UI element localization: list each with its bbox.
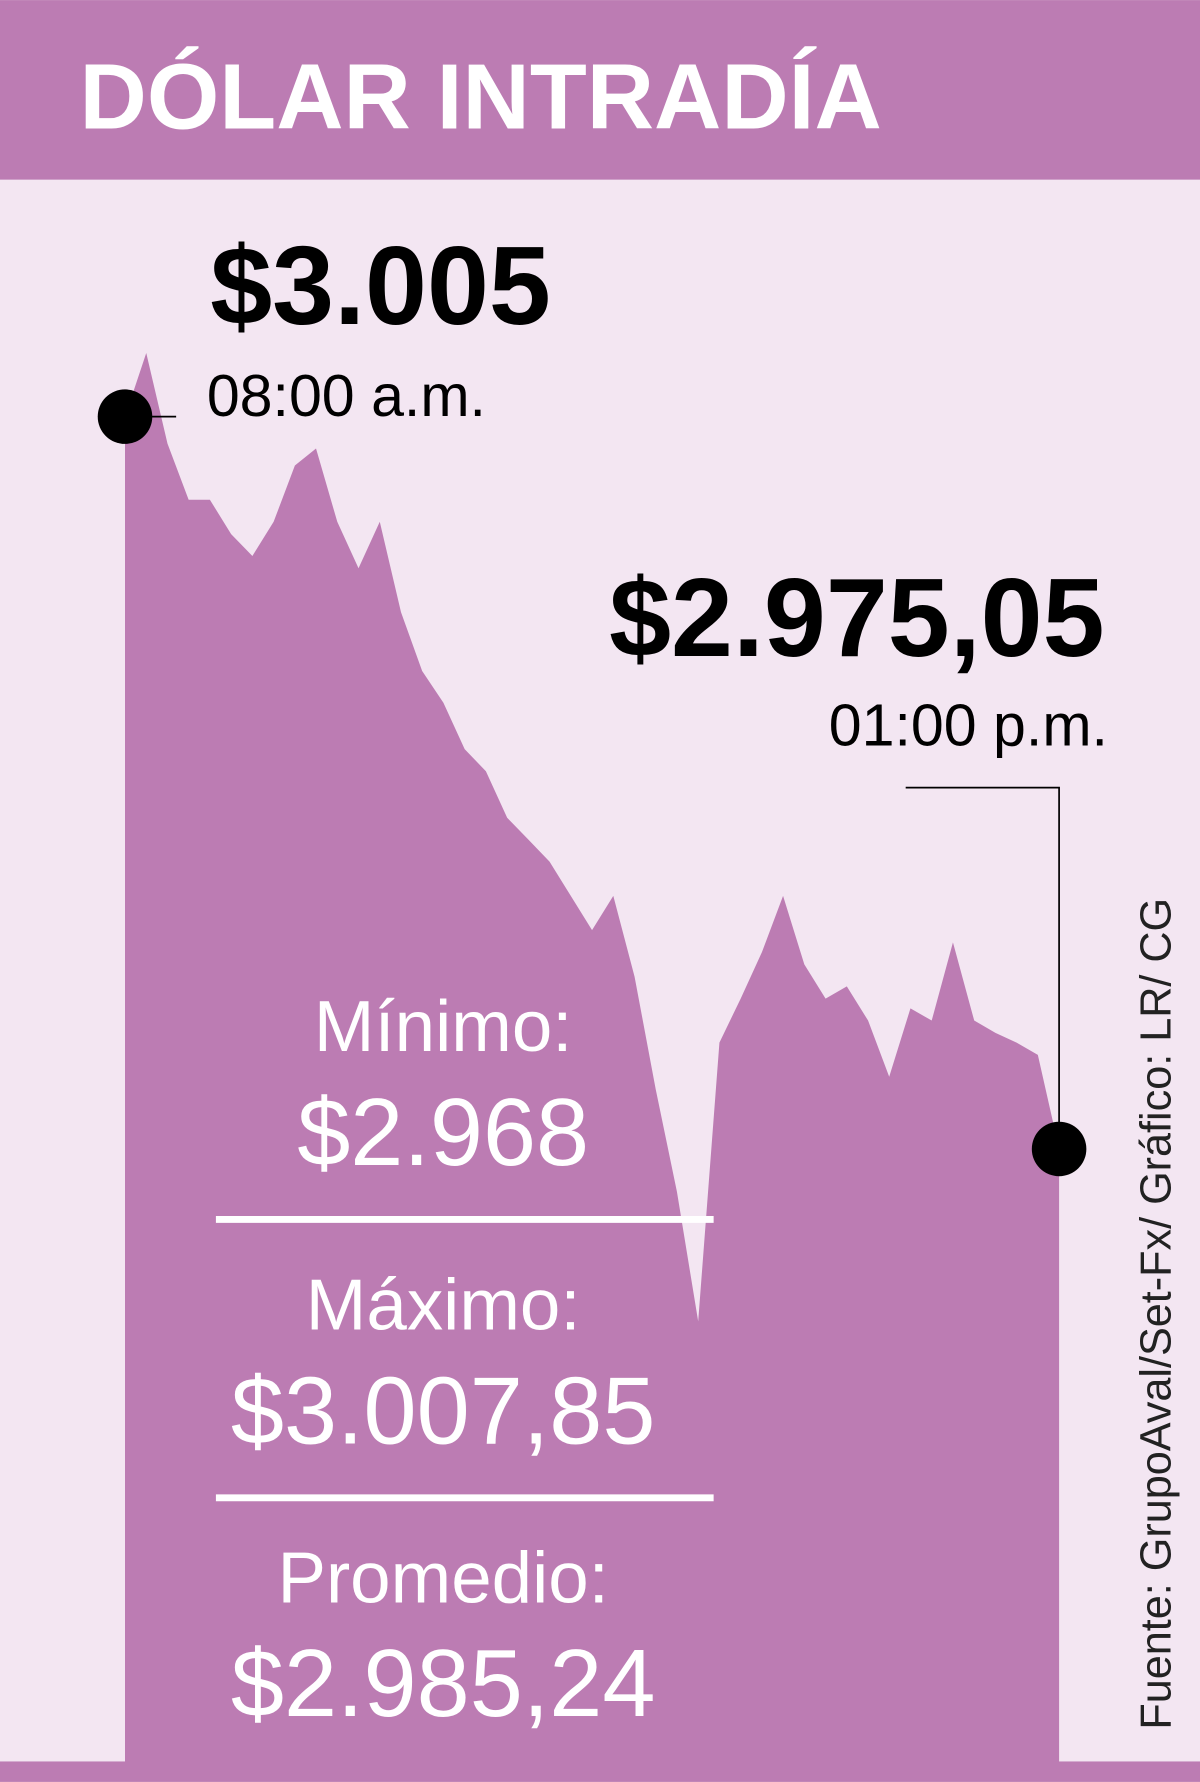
stat-value: $3.007,85 xyxy=(231,1358,656,1464)
leader-line xyxy=(905,786,1060,1149)
stat-name: Promedio: xyxy=(277,1537,608,1618)
end-point xyxy=(1031,1121,1087,1177)
end-value: $2.975,05 xyxy=(609,555,1104,680)
start-time: 08:00 a.m. xyxy=(207,363,486,429)
area xyxy=(125,353,1060,1762)
stat-name: Mínimo: xyxy=(314,986,573,1067)
footer-band xyxy=(0,1761,1200,1782)
end-time: 01:00 p.m. xyxy=(829,693,1108,759)
stat-value: $2.985,24 xyxy=(231,1631,656,1737)
stat-name: Máximo: xyxy=(306,1265,581,1346)
source: Fuente: GrupoAval/Set-Fx/ Gráfico: LR/ C… xyxy=(1132,898,1180,1730)
start-point xyxy=(97,389,153,444)
header-band xyxy=(0,0,1200,180)
start-value: $3.005 xyxy=(210,223,551,348)
stat-value: $2.968 xyxy=(297,1080,589,1186)
chart-title: DÓLAR INTRADÍA xyxy=(80,44,882,148)
